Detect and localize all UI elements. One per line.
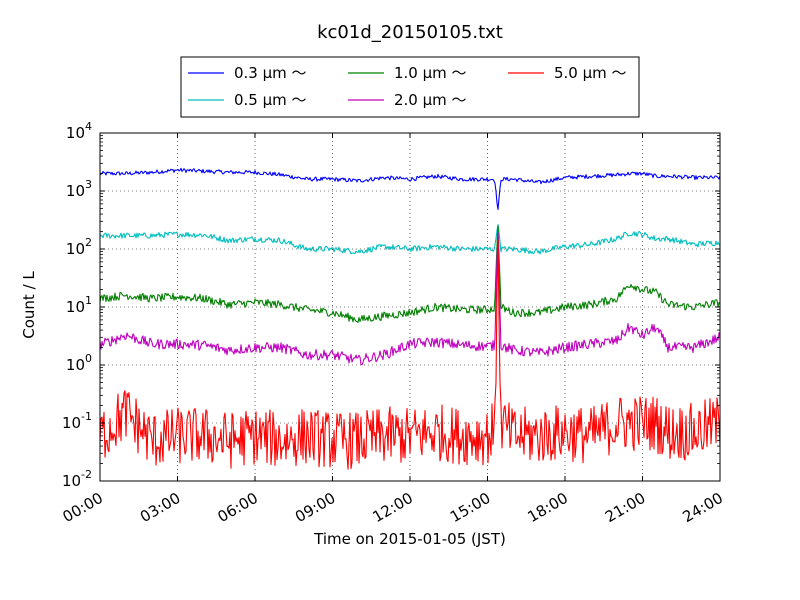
y-tick-exponent: 0 [85, 352, 92, 365]
y-tick-base: 10 [62, 414, 81, 432]
y-tick-exponent: 4 [85, 120, 92, 133]
legend: 0.3 μm ～ 0.5 μm ～ 1.0 μm ～ 2.0 μm ～ 5.0 μm ～ [180, 56, 640, 118]
y-tick-label: 101 [66, 294, 92, 316]
x-tick-label: 12:00 [370, 489, 416, 526]
x-axis-label: Time on 2015-01-05 (JST) [313, 530, 506, 548]
y-tick-exponent: -2 [81, 468, 92, 481]
y-tick-label: 10-2 [62, 468, 92, 490]
series-line [99, 232, 721, 366]
legend-box [180, 56, 640, 118]
series-group [99, 167, 721, 470]
series-line [99, 225, 721, 323]
y-tick-label: 102 [66, 236, 92, 258]
y-tick-base: 10 [66, 240, 85, 258]
y-tick-exponent: 3 [85, 178, 92, 191]
y-axis-label: Count / L [20, 271, 38, 339]
y-tick-label: 10-1 [62, 410, 92, 432]
legend-label: 1.0 μm ～ [394, 64, 467, 82]
y-tick-base: 10 [66, 356, 85, 374]
x-tick-label: 24:00 [680, 489, 726, 526]
x-tick-label: 18:00 [525, 489, 571, 526]
y-tick-exponent: 1 [85, 294, 92, 307]
series-line [99, 239, 721, 470]
y-tick-label: 100 [66, 352, 92, 374]
legend-label: 2.0 μm ～ [394, 91, 467, 109]
y-tick-base: 10 [66, 124, 85, 142]
legend-label: 5.0 μm ～ [554, 64, 627, 82]
series-line [99, 224, 721, 255]
legend-label: 0.5 μm ～ [234, 91, 307, 109]
y-tick-exponent: -1 [81, 410, 92, 423]
x-tick-label: 06:00 [215, 489, 261, 526]
chart-title: kc01d_20150105.txt [317, 22, 503, 43]
x-tick-label: 21:00 [602, 489, 648, 526]
y-tick-label: 103 [66, 178, 92, 200]
y-tick-base: 10 [66, 182, 85, 200]
series-line [99, 167, 721, 210]
x-tick-label: 09:00 [292, 489, 338, 526]
y-tick-exponent: 2 [85, 236, 92, 249]
x-tick-label: 03:00 [137, 489, 183, 526]
y-tick-base: 10 [62, 472, 81, 490]
x-tick-label: 00:00 [60, 489, 106, 526]
y-tick-base: 10 [66, 298, 85, 316]
legend-label: 0.3 μm ～ [234, 64, 307, 82]
x-tick-label: 15:00 [447, 489, 493, 526]
y-tick-label: 104 [66, 120, 92, 142]
